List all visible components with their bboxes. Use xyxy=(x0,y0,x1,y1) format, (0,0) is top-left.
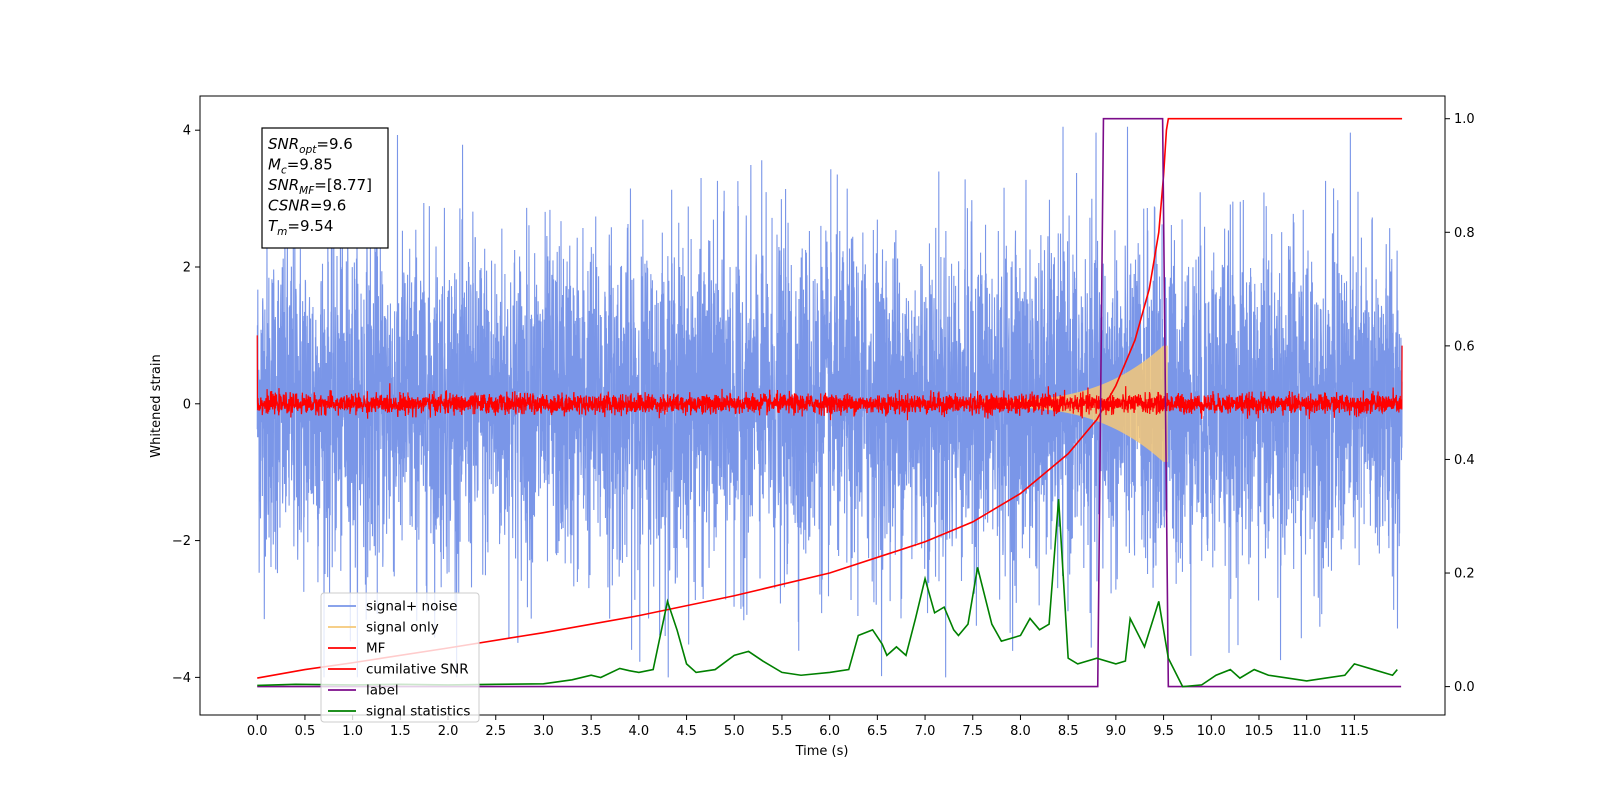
series-signal-statistics xyxy=(257,499,1398,688)
series-signal-only xyxy=(981,345,1168,462)
x-tick-label: 4.0 xyxy=(629,724,650,739)
legend-frame xyxy=(320,592,480,723)
info-value: =9.54 xyxy=(287,217,333,235)
legend-label: cumilative SNR xyxy=(366,662,469,678)
x-tick-label: 1.0 xyxy=(342,724,363,739)
parameter-info-box: SNRopt=9.6Mc=9.85SNRMF=[8.77]CSNR=9.6Tm=… xyxy=(261,127,389,249)
x-tick-label: 11.0 xyxy=(1292,724,1321,739)
x-tick-label: 7.0 xyxy=(915,724,936,739)
plot-frame xyxy=(199,95,1446,716)
legend-label: signal statistics xyxy=(366,704,470,720)
x-tick-label: 3.0 xyxy=(533,724,554,739)
y-right-tick-label: 0.2 xyxy=(1454,567,1475,582)
y-left-tick-label: −2 xyxy=(172,534,191,549)
y-left-tick-label: 0 xyxy=(183,397,191,412)
x-tick-label: 9.5 xyxy=(1153,724,1174,739)
info-value: =9.6 xyxy=(310,197,346,215)
x-tick-label: 11.5 xyxy=(1340,724,1369,739)
series-signal-noise xyxy=(256,126,1403,678)
x-tick-label: 8.0 xyxy=(1010,724,1031,739)
info-sub: m xyxy=(277,226,287,238)
info-sub: c xyxy=(281,165,287,177)
info-var: SNR xyxy=(268,176,299,194)
x-tick-label: 1.5 xyxy=(390,724,411,739)
info-value: =9.85 xyxy=(287,156,333,174)
y-left-tick-label: 4 xyxy=(183,124,191,139)
series-label xyxy=(257,117,1402,688)
series-mf xyxy=(256,335,1403,421)
y-right-tick-label: 0.6 xyxy=(1454,339,1475,354)
x-tick-label: 8.5 xyxy=(1058,724,1079,739)
x-tick-label: 2.0 xyxy=(438,724,459,739)
x-axis-label: Time (s) xyxy=(795,744,849,759)
y-left-tick-label: 2 xyxy=(183,260,191,275)
x-tick-label: 2.5 xyxy=(485,724,506,739)
x-tick-label: 4.5 xyxy=(676,724,697,739)
x-tick-label: 5.5 xyxy=(772,724,793,739)
y-right-tick-label: 1.0 xyxy=(1454,112,1475,127)
info-line: Mc=9.85 xyxy=(268,156,333,177)
info-value: =9.6 xyxy=(316,135,352,153)
info-line: CSNR=9.6 xyxy=(268,197,346,215)
x-tick-label: 10.5 xyxy=(1244,724,1273,739)
x-tick-label: 6.5 xyxy=(867,724,888,739)
series-cumulative-snr xyxy=(257,117,1403,679)
x-tick-label: 3.5 xyxy=(581,724,602,739)
y-right-tick-label: 0.4 xyxy=(1454,453,1475,468)
info-line: SNRMF=[8.77] xyxy=(268,176,372,197)
y-left-tick-label: −4 xyxy=(172,671,191,686)
info-var: SNR xyxy=(268,135,299,153)
info-line: SNRopt=9.6 xyxy=(268,135,353,156)
info-box-frame xyxy=(261,127,389,249)
info-line: Tm=9.54 xyxy=(268,217,333,238)
legend: signal+ noise signal only MF cumilative SNR… xyxy=(320,592,480,723)
series-layer xyxy=(256,117,1403,688)
y-right-tick-label: 0.8 xyxy=(1454,226,1475,241)
legend-label: signal only xyxy=(366,620,439,636)
info-value: =[8.77] xyxy=(314,176,372,194)
x-tick-label: 10.0 xyxy=(1197,724,1226,739)
y-axis-right-ticks: 1.0 0.8 0.6 0.4 0.2 0.0 xyxy=(1445,112,1475,695)
legend-label: label xyxy=(366,683,399,699)
x-tick-label: 0.5 xyxy=(295,724,316,739)
info-var: CSNR xyxy=(268,197,310,215)
x-axis-ticks: 0.0 0.5 1.0 1.5 2.0 2.5 3.0 3.5 4.0 4.5 5.0 5.5 6.0 6… xyxy=(247,715,1369,739)
x-tick-label: 0.0 xyxy=(247,724,268,739)
x-tick-label: 7.5 xyxy=(962,724,983,739)
legend-label: signal+ noise xyxy=(366,599,457,615)
info-sub: MF xyxy=(299,185,315,197)
info-var: M xyxy=(268,156,281,174)
y-axis-label: Whitened strain xyxy=(149,354,164,457)
y-right-tick-label: 0.0 xyxy=(1454,680,1475,695)
info-var: T xyxy=(268,217,279,235)
x-tick-label: 5.0 xyxy=(724,724,745,739)
x-tick-label: 9.0 xyxy=(1106,724,1127,739)
y-axis-left-ticks: 4 2 0 −2 −4 xyxy=(172,124,200,686)
legend-label: MF xyxy=(366,641,385,657)
x-tick-label: 6.0 xyxy=(819,724,840,739)
info-sub: opt xyxy=(299,144,317,156)
